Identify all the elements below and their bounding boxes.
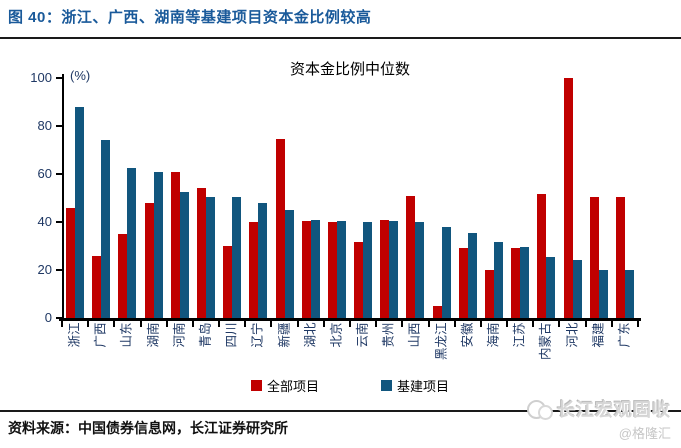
bar-基建项目-辽宁 xyxy=(258,202,268,318)
legend-swatch-icon xyxy=(250,380,262,391)
bar-基建项目-福建 xyxy=(598,270,608,318)
legend-label: 基建项目 xyxy=(397,379,450,394)
bar-全部项目-黑龙江 xyxy=(432,306,442,318)
bar-基建项目-海南 xyxy=(494,242,503,318)
source-note: 资料来源：中国债券信息网，长江证券研究所 xyxy=(8,420,288,436)
x-tick-mark xyxy=(244,321,247,327)
bar-全部项目-辽宁 xyxy=(249,222,259,318)
x-tick-mark xyxy=(427,321,430,327)
bar-全部项目-山西 xyxy=(406,195,416,318)
bar-基建项目-安徽 xyxy=(467,232,477,318)
bar-基建项目-山东 xyxy=(127,168,137,318)
figure-title: 图 40：浙江、广西、湖南等基建项目资本金比例较高 xyxy=(8,9,372,26)
watermark-handle: @格隆汇 xyxy=(618,426,671,441)
y-tick-label: 20 xyxy=(37,262,52,277)
bar-全部项目-新疆 xyxy=(275,139,285,318)
watermark: 长江宏观固收 @格隆汇 xyxy=(527,396,671,442)
bar-全部项目-内蒙古 xyxy=(537,194,547,318)
x-tick-mark xyxy=(270,321,273,327)
y-tick-mark xyxy=(56,77,62,79)
bar-基建项目-江苏 xyxy=(520,247,530,318)
x-tick-mark xyxy=(87,321,90,327)
bar-全部项目-浙江 xyxy=(66,207,76,318)
x-tick-mark xyxy=(610,321,613,327)
bar-基建项目-河北 xyxy=(572,260,582,318)
bar-全部项目-山东 xyxy=(118,234,128,318)
x-tick-mark xyxy=(113,321,116,327)
y-tick-label: 40 xyxy=(37,214,52,229)
bar-基建项目-云南 xyxy=(363,222,373,318)
y-tick-label: 80 xyxy=(37,118,52,133)
watermark-logo-icon xyxy=(527,399,553,420)
y-tick-mark xyxy=(56,317,62,319)
x-axis-line xyxy=(59,318,641,321)
bar-全部项目-海南 xyxy=(485,270,494,318)
x-tick-mark xyxy=(139,321,142,327)
bar-全部项目-广西 xyxy=(92,255,102,318)
bar-全部项目-福建 xyxy=(589,196,599,318)
x-tick-mark xyxy=(322,321,325,327)
title-divider xyxy=(0,37,681,39)
watermark-brand: 长江宏观固收 xyxy=(557,400,671,420)
x-tick-mark xyxy=(61,321,63,327)
y-axis-line xyxy=(62,74,64,320)
bar-基建项目-广西 xyxy=(101,140,111,318)
y-tick-label: 0 xyxy=(44,310,52,325)
y-tick-mark xyxy=(56,125,62,127)
bar-全部项目-云南 xyxy=(354,242,364,318)
footer-divider xyxy=(0,410,681,412)
x-tick-mark xyxy=(558,321,561,327)
bar-全部项目-北京 xyxy=(327,222,337,318)
bar-基建项目-贵州 xyxy=(389,220,399,318)
bar-基建项目-新疆 xyxy=(284,210,294,318)
bar-全部项目-江苏 xyxy=(511,248,521,318)
bar-基建项目-北京 xyxy=(336,220,346,318)
bar-基建项目-山西 xyxy=(415,222,425,318)
bar-基建项目-广东 xyxy=(624,270,634,318)
bar-全部项目-安徽 xyxy=(458,248,468,318)
chart-title: 资本金比例中位数 xyxy=(289,61,410,78)
bar-全部项目-河南 xyxy=(170,171,180,318)
x-tick-mark xyxy=(532,321,535,327)
x-tick-mark xyxy=(375,321,378,327)
y-tick-mark xyxy=(56,173,62,175)
x-tick-mark xyxy=(506,321,509,327)
x-tick-mark xyxy=(637,321,639,327)
legend-item-全部项目: 全部项目 xyxy=(250,376,319,395)
bar-基建项目-河南 xyxy=(179,192,189,318)
x-tick-mark xyxy=(479,321,482,327)
bar-基建项目-湖南 xyxy=(153,171,163,318)
x-tick-mark xyxy=(218,321,221,327)
x-tick-mark xyxy=(165,321,168,327)
x-tick-mark xyxy=(401,321,404,327)
bar-基建项目-浙江 xyxy=(75,106,85,318)
bar-基建项目-黑龙江 xyxy=(441,226,451,318)
x-tick-mark xyxy=(584,321,587,327)
bar-基建项目-湖北 xyxy=(310,219,320,318)
bar-全部项目-青岛 xyxy=(197,188,206,318)
legend-label: 全部项目 xyxy=(266,379,319,394)
x-tick-mark xyxy=(296,321,299,327)
bar-全部项目-河北 xyxy=(563,78,573,318)
bar-基建项目-内蒙古 xyxy=(546,256,556,318)
x-tick-mark xyxy=(349,321,351,327)
bar-基建项目-四川 xyxy=(232,196,242,318)
y-tick-label: 60 xyxy=(37,166,52,181)
bar-基建项目-青岛 xyxy=(206,196,215,318)
legend-swatch-icon xyxy=(381,380,392,391)
y-tick-mark xyxy=(56,269,62,271)
legend-item-基建项目: 基建项目 xyxy=(381,376,449,395)
y-tick-mark xyxy=(56,221,62,223)
bar-全部项目-湖北 xyxy=(301,220,311,318)
bar-全部项目-湖南 xyxy=(144,202,154,318)
bar-全部项目-贵州 xyxy=(380,219,390,318)
bar-全部项目-广东 xyxy=(615,196,625,318)
x-tick-mark xyxy=(191,321,194,327)
x-tick-mark xyxy=(453,321,456,327)
bar-全部项目-四川 xyxy=(223,246,233,318)
y-axis-unit-label: (%) xyxy=(70,68,91,83)
y-tick-label: 100 xyxy=(30,70,52,85)
chart-legend: 全部项目 基建项目 xyxy=(62,376,638,395)
